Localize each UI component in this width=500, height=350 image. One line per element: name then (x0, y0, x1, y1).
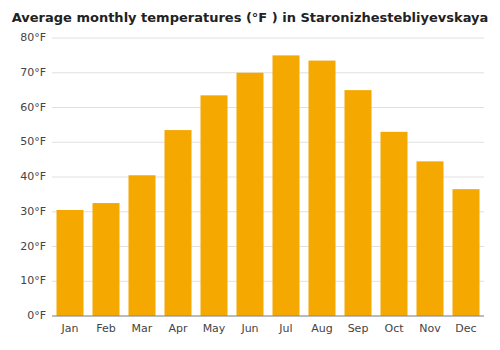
bar (201, 95, 228, 316)
y-tick-label: 70°F (20, 66, 46, 79)
x-tick-label: Jul (278, 322, 292, 335)
bar (165, 130, 192, 316)
y-tick-label: 10°F (20, 274, 46, 287)
bar (417, 161, 444, 316)
bar (237, 73, 264, 316)
bar (129, 175, 156, 316)
chart: 0°F 10°F 20°F 30°F 40°F 50°F 60°F 70°F 80°F Jan Fe… (0, 0, 500, 350)
x-tick-label: Nov (419, 322, 441, 335)
bar (309, 61, 336, 316)
bar (273, 55, 300, 316)
x-tick-label: Dec (455, 322, 476, 335)
x-tick-label: Oct (384, 322, 404, 335)
x-tick-label: Jan (61, 322, 79, 335)
x-axis: Jan Feb Mar Apr May Jun Jul Aug Sep Oct Nov Dec (52, 316, 484, 335)
grid (52, 38, 484, 316)
bar (345, 90, 372, 316)
grid-line (52, 316, 484, 317)
grid-line (52, 38, 484, 39)
bars (57, 55, 480, 316)
x-tick-label: Sep (348, 322, 369, 335)
title: Average monthly temperatures (°F ) in St… (12, 10, 489, 25)
x-tick-label: May (203, 322, 226, 335)
chart-container: 0°F 10°F 20°F 30°F 40°F 50°F 60°F 70°F 80°F Jan Fe… (0, 0, 500, 350)
grid-line (52, 107, 484, 108)
y-tick-label: 0°F (27, 309, 46, 322)
y-tick-label: 80°F (20, 31, 46, 44)
y-tick-label: 60°F (20, 101, 46, 114)
y-tick-label: 30°F (20, 205, 46, 218)
x-tick-label: Mar (132, 322, 153, 335)
bar (453, 189, 480, 316)
y-axis: 0°F 10°F 20°F 30°F 40°F 50°F 60°F 70°F 80°F (20, 31, 46, 322)
x-tick-label: Aug (311, 322, 332, 335)
y-tick-label: 50°F (20, 135, 46, 148)
x-tick-label: Feb (96, 322, 115, 335)
y-tick-label: 20°F (20, 240, 46, 253)
x-axis-line (52, 316, 484, 317)
x-tick-label: Jun (240, 322, 258, 335)
y-tick-label: 40°F (20, 170, 46, 183)
bar (93, 203, 120, 316)
bar (57, 210, 84, 316)
grid-line (52, 72, 484, 73)
grid-line (52, 142, 484, 143)
bar (381, 132, 408, 316)
x-tick-label: Apr (168, 322, 188, 335)
